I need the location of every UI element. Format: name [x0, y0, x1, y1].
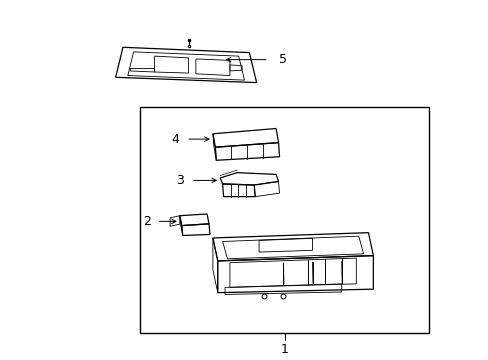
Text: 5: 5 [278, 53, 286, 66]
Text: 3: 3 [176, 174, 183, 187]
Text: 1: 1 [280, 343, 288, 356]
Text: 4: 4 [171, 132, 179, 145]
Bar [140, 107, 428, 333]
Text: 2: 2 [142, 215, 150, 228]
